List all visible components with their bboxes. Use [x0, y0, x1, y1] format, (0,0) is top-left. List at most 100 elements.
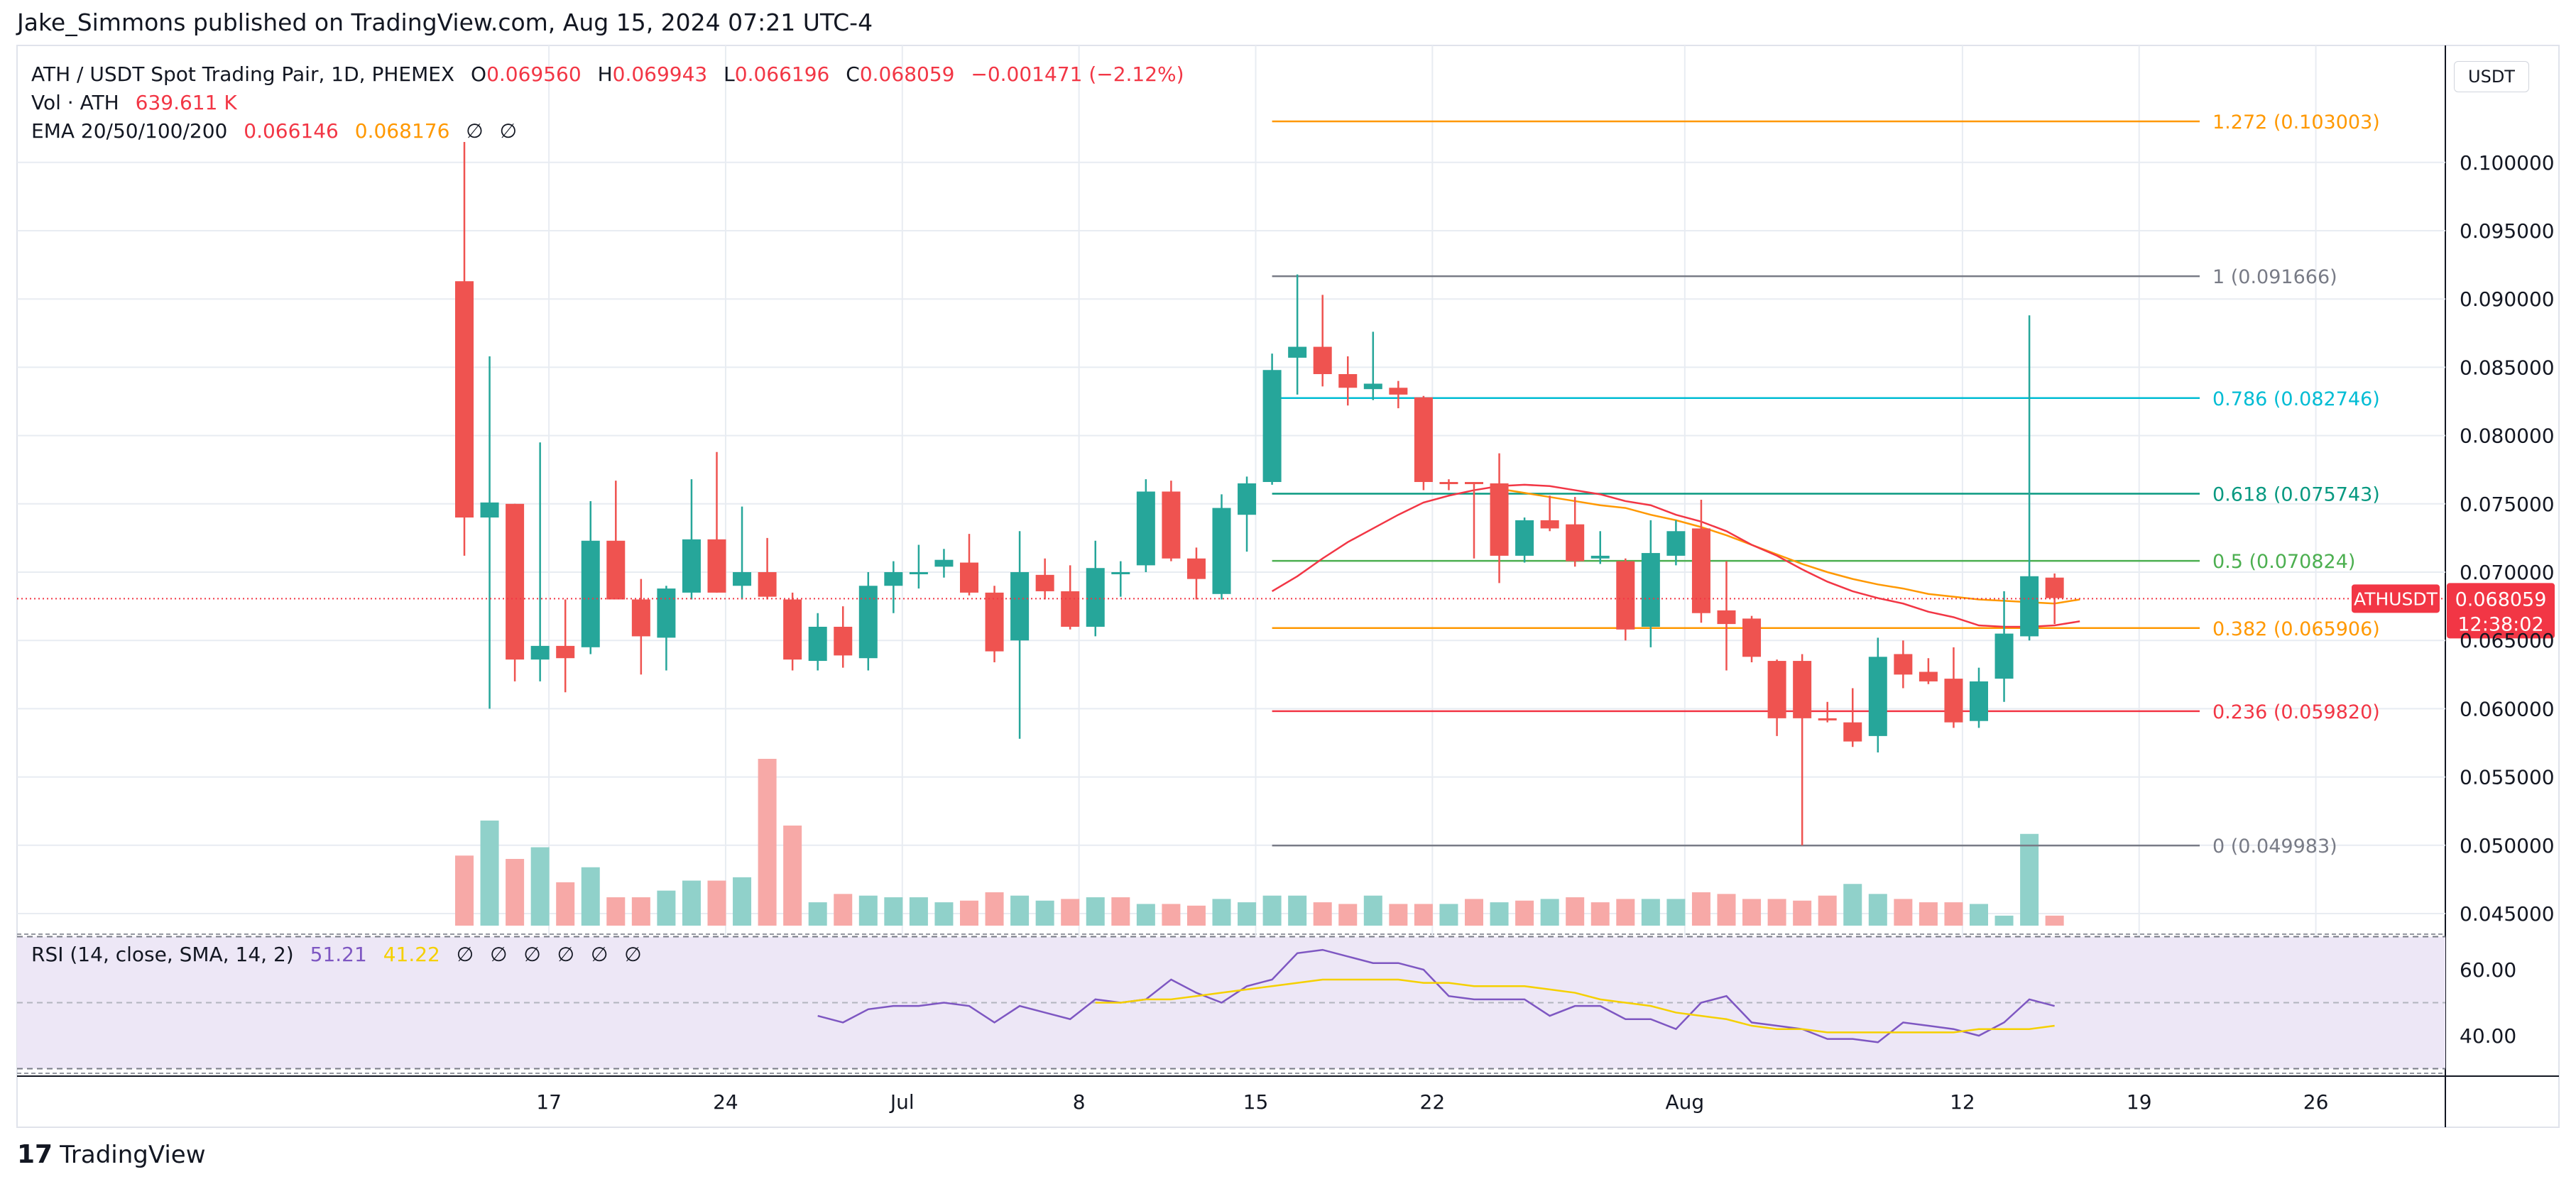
candle-body: [1212, 508, 1231, 594]
volume-bar: [960, 900, 978, 926]
symbol-legend: ATH / USDT Spot Trading Pair, 1D, PHEMEX…: [31, 62, 1184, 86]
candle-body: [1994, 633, 2014, 679]
candle-body: [1919, 672, 1938, 681]
candle-body: [858, 586, 878, 659]
rsi-pane: [17, 936, 2445, 1070]
candle-body: [455, 281, 474, 518]
volume-bar: [1540, 899, 1559, 926]
volume-bar: [1994, 915, 2014, 926]
rsi-label[interactable]: RSI (14, close, SMA, 14, 2): [31, 943, 294, 966]
candle-body: [480, 502, 499, 518]
publisher-line: Jake_Simmons published on TradingView.co…: [17, 9, 873, 36]
candle-body: [1061, 591, 1080, 627]
candle-body: [606, 540, 626, 600]
candle-body: [909, 572, 928, 574]
volume-bar: [909, 897, 928, 926]
volume-bar: [1186, 905, 1206, 926]
axes: 0.100000 0.095000 0.090000 0.085000 0.080000…: [536, 151, 2554, 1114]
candle-body: [1767, 661, 1786, 718]
volume-bar: [1868, 894, 1887, 926]
price-tick-label: 0.065000: [2460, 629, 2555, 652]
candle-body: [581, 540, 600, 647]
candle-body: [1338, 374, 1358, 388]
candle-body: [1742, 618, 1762, 657]
candle-body: [1035, 574, 1054, 591]
price-tick-label: 0.080000: [2460, 424, 2555, 448]
ema-label[interactable]: EMA 20/50/100/200: [31, 119, 228, 143]
volume-bar: [1414, 904, 1433, 926]
volume-bar: [1162, 904, 1181, 926]
volume-bar: [455, 855, 474, 926]
ema-50-value: 0.068176: [354, 119, 450, 143]
low-value: 0.066196: [734, 62, 830, 86]
ema-20-value: 0.066146: [244, 119, 339, 143]
volume-label[interactable]: Vol · ATH: [31, 91, 119, 114]
close-label: C: [846, 62, 860, 86]
candle-body: [1288, 346, 1307, 358]
tradingview-logo[interactable]: 17 TradingView: [17, 1140, 206, 1169]
time-tick-label: 15: [1243, 1090, 1269, 1114]
volume-bar: [858, 895, 878, 926]
ema-50-line: [1499, 488, 2080, 605]
candle-body: [1793, 661, 1812, 718]
candle-body: [1490, 483, 1509, 556]
candle-body: [1590, 555, 1610, 559]
volume-legend: Vol · ATH 639.611 K: [31, 91, 237, 114]
candle-body: [1136, 491, 1155, 566]
candle-body: [733, 572, 752, 586]
price-tick-label: 0.090000: [2460, 287, 2555, 311]
volume-bar: [1035, 900, 1054, 926]
candle-body: [1717, 610, 1736, 625]
time-tick-label: 26: [2303, 1090, 2329, 1114]
candlesticks: [455, 141, 2064, 845]
volume-bars: [455, 759, 2064, 926]
candle-body: [506, 503, 525, 660]
price-tick-label: 0.050000: [2460, 834, 2555, 857]
grid-lines: [17, 45, 2445, 1073]
volume-bar: [2045, 915, 2064, 926]
change-value: −0.001471 (−2.12%): [971, 62, 1184, 86]
candle-body: [556, 645, 575, 659]
ema-lines: [1271, 483, 2080, 628]
low-label: L: [724, 62, 735, 86]
volume-bar: [1465, 899, 1483, 926]
volume-bar: [834, 894, 853, 926]
volume-bar: [1767, 899, 1786, 926]
candle-body: [1238, 483, 1257, 515]
fib-level-label: 0.382 (0.065906): [2212, 618, 2380, 640]
volume-bar: [556, 882, 575, 926]
rsi-null-value: ∅: [490, 943, 508, 966]
price-tick-label: 0.070000: [2460, 561, 2555, 584]
currency-selector[interactable]: USDT: [2454, 61, 2529, 92]
fibonacci-retracement[interactable]: 1.272 (0.103003) 1 (0.091666) 0.786 (0.082…: [1272, 111, 2380, 857]
candle-body: [1641, 553, 1660, 627]
price-tick-label: 0.045000: [2460, 902, 2555, 926]
candle-body: [934, 559, 954, 567]
candle-body: [1868, 657, 1887, 736]
rsi-null-value: ∅: [624, 943, 642, 966]
volume-bar: [1338, 904, 1358, 926]
high-label: H: [597, 62, 613, 86]
volume-bar: [884, 897, 903, 926]
ema-legend: EMA 20/50/100/200 0.066146 0.068176 ∅ ∅: [31, 119, 517, 143]
pair-title[interactable]: ATH / USDT Spot Trading Pair, 1D, PHEMEX: [31, 62, 455, 86]
volume-bar: [1389, 904, 1408, 926]
fib-level-label: 0.786 (0.082746): [2212, 388, 2380, 410]
volume-bar: [682, 880, 701, 926]
open-label: O: [471, 62, 487, 86]
candle-body: [2020, 576, 2039, 637]
candle-body: [2045, 577, 2064, 598]
candle-body: [985, 592, 1004, 652]
volume-bar: [1970, 904, 1988, 926]
candle-body: [758, 572, 777, 597]
volume-bar: [631, 897, 650, 926]
volume-bar: [1616, 899, 1635, 926]
rsi-null-value: ∅: [523, 943, 541, 966]
candle-body: [1086, 568, 1105, 627]
volume-bar: [530, 847, 550, 926]
volume-bar: [1086, 897, 1105, 926]
volume-bar: [1212, 899, 1231, 926]
volume-bar: [606, 897, 626, 926]
price-tick-label: 0.095000: [2460, 219, 2555, 243]
